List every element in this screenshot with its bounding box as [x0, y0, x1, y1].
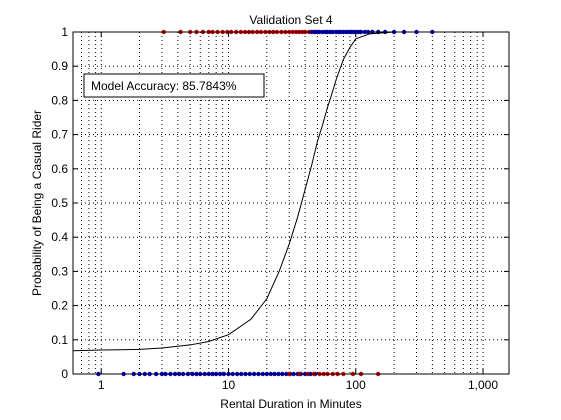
- y-tick-label: 0.9: [51, 59, 68, 73]
- y-tick-label: 0.2: [51, 299, 68, 313]
- y-tick-label: 0.7: [51, 128, 68, 142]
- y-axis-label: Probability of Being a Casual Rider: [30, 110, 44, 296]
- y-tick-label: 0: [61, 367, 68, 381]
- y-tick-label: 0.3: [51, 264, 68, 278]
- x-tick-label: 100: [346, 378, 366, 392]
- y-tick-label: 1: [61, 25, 68, 39]
- y-tick-label: 0.8: [51, 93, 68, 107]
- y-tick-label: 0.1: [51, 333, 68, 347]
- y-tick-label: 0.5: [51, 196, 68, 210]
- chart-title: Validation Set 4: [249, 13, 332, 27]
- x-axis-label: Rental Duration in Minutes: [220, 397, 361, 411]
- model-accuracy-annotation: Model Accuracy: 85.7843%: [91, 79, 237, 93]
- y-tick-label: 0.4: [51, 230, 68, 244]
- x-tick-label: 10: [222, 378, 236, 392]
- y-tick-label: 0.6: [51, 162, 68, 176]
- x-tick-label: 1: [98, 378, 105, 392]
- x-tick-label: 1,000: [468, 378, 498, 392]
